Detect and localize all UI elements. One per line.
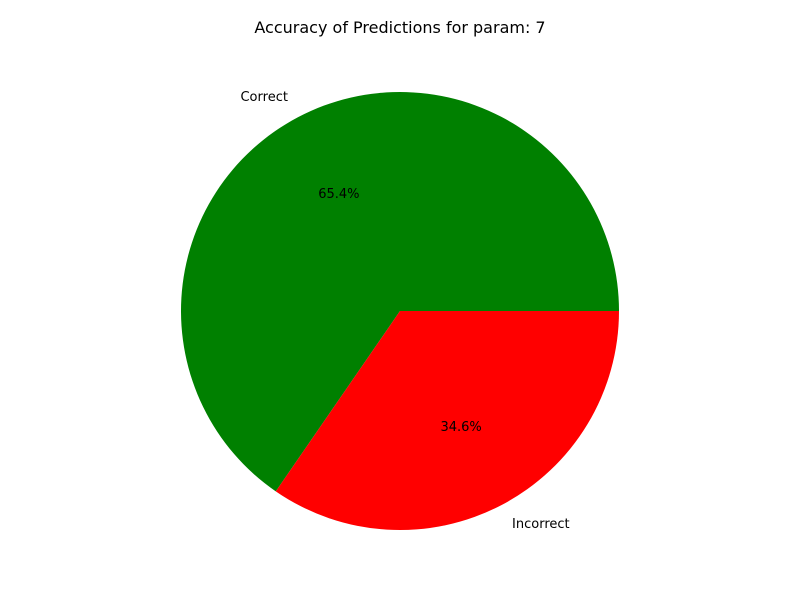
pie-slice-correct <box>181 91 619 492</box>
slice-label-correct: Correct <box>240 90 287 105</box>
pie-labels: Correct 65.4% Incorrect 34.6% <box>240 90 569 532</box>
slice-percent-incorrect: 34.6% <box>440 420 481 435</box>
pie-slices <box>181 91 619 530</box>
pie-slice-incorrect <box>275 311 619 530</box>
chart-title: Accuracy of Predictions for param: 7 <box>254 18 545 37</box>
slice-label-incorrect: Incorrect <box>512 517 570 532</box>
slice-percent-correct: 65.4% <box>318 187 359 202</box>
